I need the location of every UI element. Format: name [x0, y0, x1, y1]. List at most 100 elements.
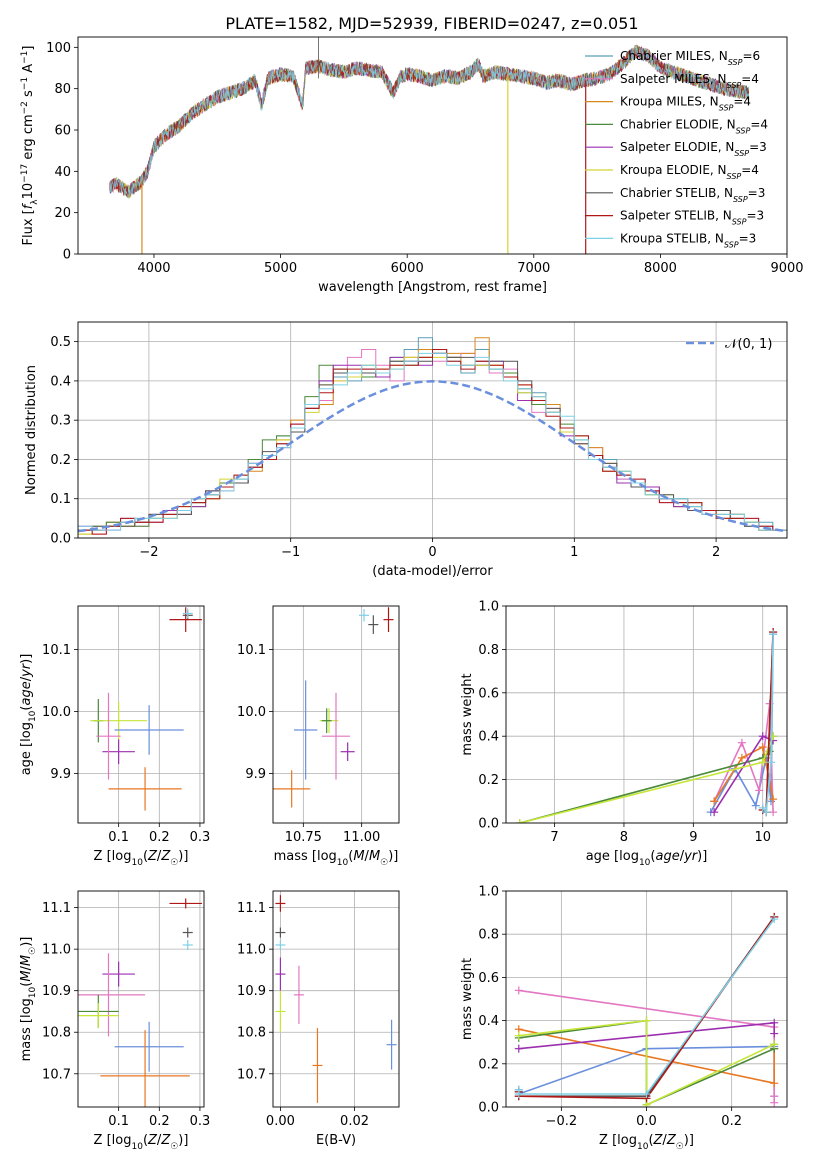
residuals-legend: 𝒩(0, 1) [686, 337, 772, 352]
label-part: age [19, 681, 34, 705]
y-tick-label: 10.7 [42, 1067, 71, 1082]
label-part: s [21, 90, 36, 101]
y-tick-label: 11.0 [42, 943, 71, 958]
label-part: ( [143, 1133, 148, 1148]
label-part: f [21, 202, 36, 209]
legend-label: Chabrier MILES, NSSP=6 [620, 49, 760, 67]
label-part: M [19, 970, 34, 981]
age_vs_Z-panel: 0.1 0.2 0.39.910.010.1Z [log10(Z/Z☉)]age [… [19, 605, 211, 868]
x-tick-label: 0.3 [190, 1114, 211, 1129]
y-tick-label: 0.0 [478, 817, 499, 832]
label-part: E(B-V) [316, 1133, 356, 1148]
legend-label-tail: =6 [742, 49, 760, 63]
legend-label: Kroupa STELIB, NSSP=3 [620, 231, 756, 249]
label-part: Z [160, 1133, 171, 1148]
legend-label: Chabrier STELIB, NSSP=3 [620, 186, 765, 204]
legend-label-main: Salpeter STELIB, N [620, 209, 732, 223]
y-tick-label: 60 [54, 124, 71, 139]
y-tick-label: 10.8 [237, 1026, 266, 1041]
mass_vs_Z-panel: 0.1 0.2 0.310.710.810.911.011.1Z [log10(Z/… [19, 890, 211, 1152]
legend-label-tail: =3 [739, 231, 757, 245]
legend-label-sub: SSP [727, 172, 742, 181]
plot-frame [77, 321, 788, 539]
label-part: )] [178, 1133, 188, 1148]
label-part: −1 [20, 77, 30, 90]
x-tick-label: 7000 [517, 261, 550, 276]
weight_vs_Z-ylabel: mass weight [460, 958, 475, 1040]
legend-label-main: Salpeter MILES, N [620, 72, 727, 86]
label-part: ( [19, 706, 34, 711]
label-part: age [log [19, 722, 34, 775]
x-tick-label: 6000 [391, 261, 424, 276]
x-tick-label: 11.00 [343, 830, 380, 845]
label-part: yr [19, 662, 34, 678]
x-tick-label: −1 [281, 545, 300, 560]
label-part: ( [19, 982, 34, 987]
figure-title: PLATE=1582, MJD=52939, FIBERID=0247, z=0… [225, 14, 638, 33]
label-part: 10 [21, 183, 36, 200]
x-tick-label: 0.1 [108, 830, 129, 845]
points [273, 607, 394, 808]
legend-label-tail: =4 [733, 95, 751, 109]
legend-label: Salpeter ELODIE, NSSP=3 [620, 140, 767, 158]
x-tick-label: 1 [570, 545, 578, 560]
x-tick-label: 0 [428, 545, 436, 560]
weight-line [518, 1019, 775, 1107]
weight-lines [514, 912, 779, 1107]
y-tick-label: 0.3 [50, 414, 71, 429]
weight_vs_Z-panel: −0.2 0.0 0.20.00.20.40.60.81.0Z [log10(Z/Z… [460, 885, 788, 1152]
y-tick-label: 0.5 [50, 335, 71, 350]
label-part: )] [388, 849, 398, 864]
weight-lines [515, 628, 778, 823]
label-part: ] [21, 46, 36, 51]
residuals-panel: −2 −1 0 1 2 0.0 0.1 0.2 0.3 0.4 0.5 (data-model)/er… [24, 321, 788, 579]
y-tick-label: 0.2 [50, 453, 71, 468]
label-part: A [21, 64, 36, 77]
y-tick-label: 0.4 [478, 730, 499, 745]
y-tick-label: 10.0 [42, 705, 71, 720]
label-part: mass weight [460, 958, 475, 1040]
x-tick-label: 0.3 [190, 830, 211, 845]
label-part: 10 [639, 858, 651, 868]
y-tick-label: 10.9 [237, 984, 266, 999]
plot-frame [272, 605, 400, 824]
y-tick-label: 100 [46, 41, 71, 56]
legend-label: Salpeter STELIB, NSSP=3 [620, 209, 764, 227]
y-tick-label: 10.1 [42, 643, 71, 658]
x-tick-label: 8000 [644, 261, 677, 276]
weight_vs_age-ylabel: mass weight [460, 673, 475, 755]
label-part: ( [348, 849, 353, 864]
label-part: Z [log [94, 849, 132, 864]
legend-label: Kroupa MILES, NSSP=4 [620, 95, 751, 113]
x-tick-label: 8 [620, 830, 628, 845]
label-part: 10 [337, 858, 349, 868]
label-part: −2 [20, 101, 30, 114]
spectrum-line [109, 45, 750, 199]
label-part: age [655, 849, 679, 864]
label-part: Z [log [599, 1133, 637, 1148]
weight_vs_Z-xlabel: Z [log10(Z/Z☉)] [599, 1133, 694, 1152]
label-part: Flux [ [21, 209, 36, 245]
legend-label-sub: SSP [727, 80, 742, 89]
age_vs_Z-xlabel: Z [log10(Z/Z☉)] [94, 849, 189, 868]
y-tick-label: 0.6 [478, 686, 499, 701]
label-part: (data-model)/error [372, 564, 493, 579]
x-tick-label: 9000 [770, 261, 803, 276]
label-part: 10 [131, 858, 143, 868]
legend-label-sub: SSP [734, 149, 749, 158]
legend-label-sub: SSP [728, 58, 743, 67]
y-tick-label: 9.9 [50, 767, 71, 782]
label-part: Z [653, 1133, 664, 1148]
y-tick-label: 0.2 [478, 773, 499, 788]
legend-label-tail: =4 [741, 163, 759, 177]
label-part: / [157, 849, 162, 864]
y-tick-label: 80 [54, 82, 71, 97]
legend-label-sub: SSP [732, 217, 747, 226]
age_vs_Z-ylabel: age [log10(age/yr)] [19, 654, 38, 776]
label-part: Z [log [94, 1133, 132, 1148]
y-tick-label: 10.1 [237, 643, 266, 658]
label-part: mass [log [274, 849, 337, 864]
residuals-xlabel: (data-model)/error [372, 564, 493, 579]
spectrum-panel: 4000 5000 6000 7000 8000 9000 0 20 40 60 80 100 wave… [20, 36, 804, 295]
